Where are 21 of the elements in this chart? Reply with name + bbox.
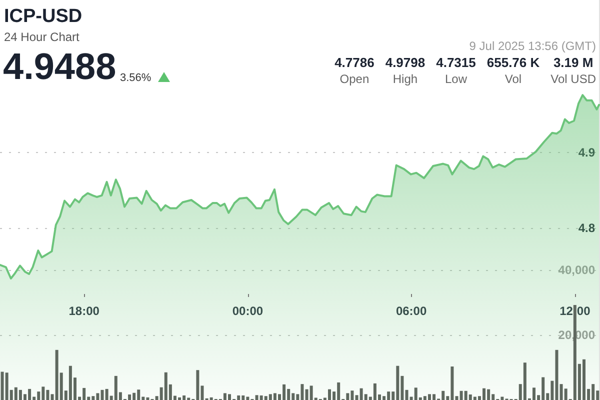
x-tick-label: 18:00 <box>68 304 100 318</box>
annotation: Open <box>338 71 370 87</box>
y-tick-label: 4.9 <box>578 145 596 160</box>
text: 24 Hour Chart <box>4 30 80 44</box>
annotation: 4.9798 <box>385 55 426 71</box>
annotation: Vol <box>504 71 523 87</box>
chart-title: ICP-USD <box>4 6 82 28</box>
annotation: 3.56% <box>120 72 152 84</box>
annotation: 4.7786 <box>334 55 374 71</box>
annotation: Low <box>444 71 468 87</box>
annotation: 3.19 M <box>552 55 594 71</box>
annotation: High <box>392 71 419 87</box>
annotation: 4.7315 <box>436 55 476 71</box>
annotation: 4.9488 <box>3 46 116 88</box>
y2-tick-label: 40,000 <box>558 262 596 277</box>
y-tick-label: 4.8 <box>578 220 596 235</box>
annotation: 655.76 K <box>486 55 540 71</box>
annotation: 9 Jul 2025 13:56 (GMT) <box>469 39 596 53</box>
x-tick-label: 06:00 <box>396 304 427 318</box>
annotation: Vol USD <box>550 71 596 87</box>
x-tick-label: 00:00 <box>232 304 264 318</box>
